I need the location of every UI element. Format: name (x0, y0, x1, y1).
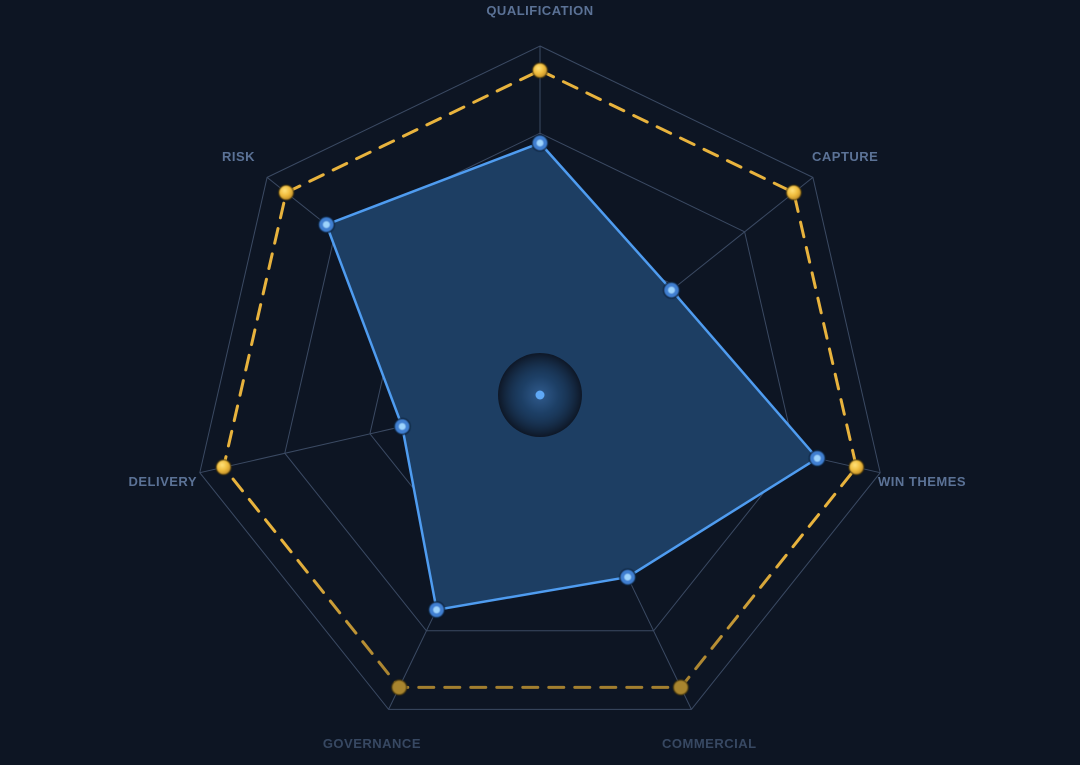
svg-text:WIN THEMES: WIN THEMES (878, 474, 966, 489)
svg-text:DELIVERY: DELIVERY (128, 474, 197, 489)
svg-text:QUALIFICATION: QUALIFICATION (486, 3, 593, 18)
svg-text:CAPTURE: CAPTURE (812, 149, 878, 164)
svg-text:GOVERNANCE: GOVERNANCE (323, 736, 421, 751)
svg-text:COMMERCIAL: COMMERCIAL (662, 736, 757, 751)
svg-text:RISK: RISK (222, 149, 255, 164)
